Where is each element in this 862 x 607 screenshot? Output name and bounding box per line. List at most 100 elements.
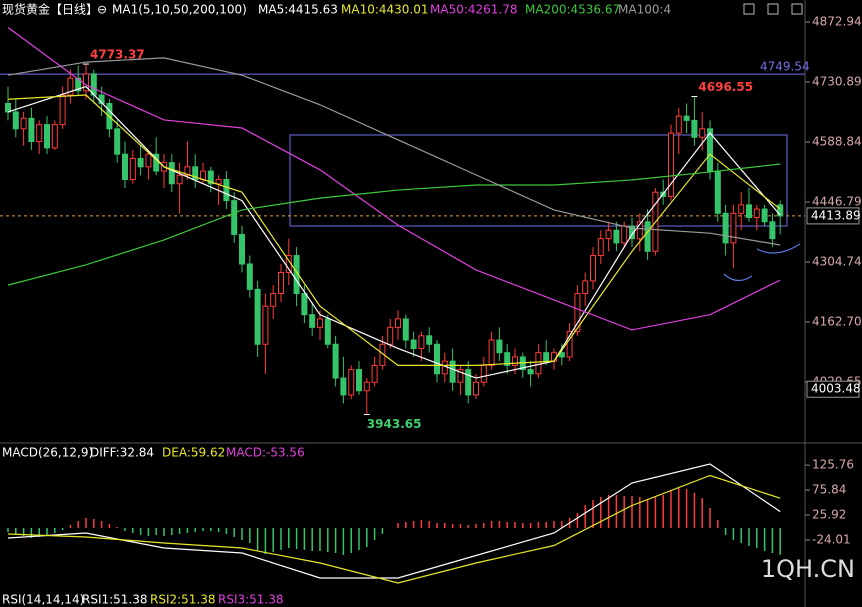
candle-body bbox=[730, 212, 737, 244]
legend-label: DIFF:32.84 bbox=[90, 446, 154, 460]
candle-body bbox=[465, 369, 472, 396]
ma-line bbox=[7, 85, 781, 379]
candle-body bbox=[707, 128, 713, 172]
candle-body bbox=[301, 293, 308, 316]
legend-label: MA10:4430.01 bbox=[341, 3, 429, 17]
candle-body bbox=[129, 157, 136, 181]
legend-label: MA5:4415.63 bbox=[258, 3, 338, 17]
icon[interactable] bbox=[767, 3, 779, 15]
candle-body bbox=[644, 221, 651, 252]
candle-body bbox=[527, 369, 534, 375]
y-tick-label: 4588.84 bbox=[812, 134, 862, 148]
y-tick-label: 4304.74 bbox=[812, 254, 862, 268]
ma-line bbox=[7, 26, 781, 331]
candle-body bbox=[371, 364, 378, 383]
toggle-icon[interactable]: ⊖ bbox=[97, 3, 107, 17]
candle-body bbox=[613, 229, 620, 244]
high-annotation: 4773.37 bbox=[90, 48, 145, 62]
candle-body bbox=[597, 238, 604, 257]
candle-body bbox=[551, 352, 557, 362]
ma-line bbox=[7, 94, 781, 366]
candle-body bbox=[769, 221, 776, 240]
arc-mark bbox=[756, 243, 801, 254]
macd-title: MACD(26,12,9) bbox=[2, 446, 93, 460]
instrument-title: 现货黄金【日线】 bbox=[2, 2, 98, 17]
candle-body bbox=[504, 352, 511, 366]
candle-body bbox=[691, 119, 698, 138]
macd-line bbox=[7, 474, 781, 584]
candle-body bbox=[192, 166, 199, 181]
candle-body bbox=[535, 352, 542, 375]
candle-body bbox=[12, 111, 19, 130]
candle-body bbox=[348, 369, 355, 396]
candle-body bbox=[418, 335, 425, 349]
candle-body bbox=[28, 117, 35, 143]
candle-body bbox=[67, 77, 74, 96]
y-tick-label: 75.84 bbox=[812, 483, 846, 497]
candle-body bbox=[90, 73, 97, 96]
candle-body bbox=[223, 179, 230, 202]
toolbar-icons[interactable] bbox=[743, 3, 803, 15]
candle-body bbox=[558, 352, 565, 358]
candle-body bbox=[207, 170, 214, 185]
candle-body bbox=[20, 117, 27, 130]
last-price-label: 4413.89 bbox=[811, 208, 861, 222]
candle-body bbox=[231, 200, 238, 235]
candle-body bbox=[629, 225, 635, 240]
low-annotation: 3943.65 bbox=[367, 417, 422, 431]
y-tick-label: 4872.94 bbox=[812, 14, 862, 28]
candle-body bbox=[621, 225, 628, 244]
candle-body bbox=[449, 360, 456, 383]
candle-body bbox=[761, 208, 768, 223]
candle-body bbox=[168, 162, 175, 185]
candle-body bbox=[590, 255, 596, 282]
marker-label: 4003.48 bbox=[811, 382, 861, 396]
candle-body bbox=[363, 381, 370, 392]
macd-line bbox=[7, 463, 781, 579]
candle-body bbox=[683, 115, 690, 121]
candle-body bbox=[332, 343, 339, 379]
candle-body bbox=[324, 318, 331, 345]
candle-body bbox=[543, 352, 550, 362]
candle-body bbox=[402, 318, 409, 341]
candle-body bbox=[340, 377, 347, 396]
candle-body bbox=[636, 221, 643, 240]
candle-body bbox=[480, 364, 487, 383]
arc-mark bbox=[723, 273, 753, 282]
icon[interactable] bbox=[743, 3, 755, 15]
candle-body bbox=[582, 280, 589, 295]
candle-body bbox=[317, 318, 323, 328]
legend-label: RSI1:51.38 bbox=[82, 593, 148, 607]
candle-body bbox=[410, 339, 417, 349]
y-tick-label: -24.01 bbox=[812, 533, 851, 547]
candle-body bbox=[184, 166, 191, 176]
candle-body bbox=[574, 293, 581, 333]
candle-body bbox=[457, 369, 464, 383]
candle-body bbox=[753, 208, 760, 219]
candle-body bbox=[75, 77, 82, 92]
hline-label: 4749.54 bbox=[760, 60, 810, 74]
legend-label: RSI3:51.38 bbox=[218, 593, 284, 607]
candle-body bbox=[738, 204, 745, 214]
ma-line bbox=[7, 57, 781, 246]
candle-body bbox=[675, 115, 682, 134]
candle-body bbox=[395, 318, 401, 328]
legend-label: MA200:4536.67 bbox=[525, 3, 620, 17]
candle-body bbox=[434, 343, 440, 375]
icon[interactable] bbox=[791, 3, 803, 15]
candle-body bbox=[36, 124, 43, 143]
legend-label: MA50:4261.78 bbox=[430, 3, 518, 17]
high-annotation: 4696.55 bbox=[698, 80, 753, 94]
y-tick-label: 125.76 bbox=[812, 458, 854, 472]
candle-body bbox=[714, 170, 721, 214]
candle-body bbox=[512, 356, 518, 366]
candle-body bbox=[488, 339, 495, 366]
rsi-title: RSI(14,14,14) bbox=[2, 593, 84, 607]
legend-label: DEA:59.62 bbox=[162, 446, 225, 460]
candle-body bbox=[270, 293, 277, 307]
candle-body bbox=[356, 369, 362, 392]
ma-line bbox=[7, 163, 781, 286]
candle-body bbox=[246, 263, 253, 290]
candle-body bbox=[668, 132, 674, 197]
